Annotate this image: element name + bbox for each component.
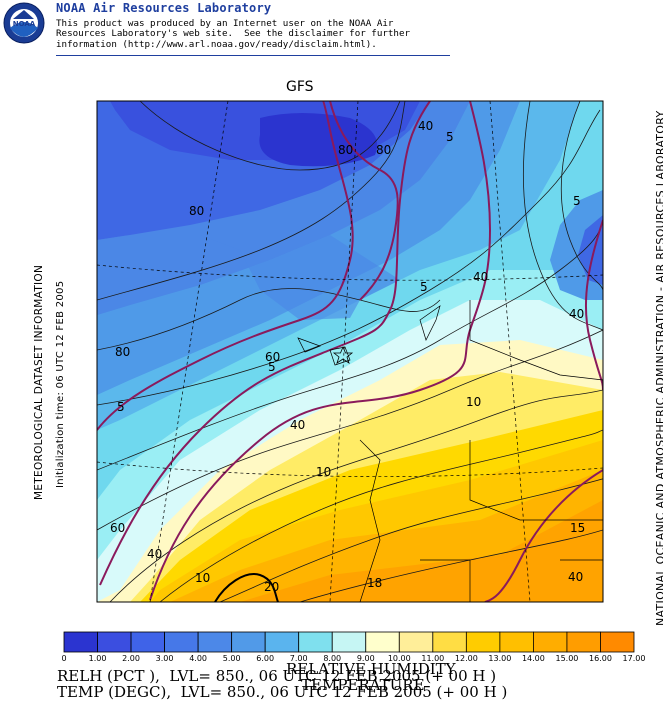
rh-label: 60 xyxy=(110,521,125,535)
colorbar xyxy=(63,631,635,653)
temp-label: 5 xyxy=(420,280,428,294)
header-rule xyxy=(56,55,450,56)
header: NOAA NOAA Air Resources Laboratory This … xyxy=(0,0,663,58)
colorbar-tick-label: 11.00 xyxy=(421,654,445,663)
fill-band-2 xyxy=(259,113,378,167)
rh-label: 40 xyxy=(147,547,162,561)
temp-label: 5 xyxy=(268,360,276,374)
temp-label: 10 xyxy=(195,571,210,585)
rh-label: 80 xyxy=(376,143,391,157)
rh-label: 80 xyxy=(189,204,204,218)
colorbar-title-line-1: RELATIVE HUMIDITY xyxy=(286,660,456,678)
map-plot-area: 80 80 80 80 60 40 40 40 40 40 60 40 5 5 … xyxy=(97,101,603,602)
colorbar-swatch xyxy=(566,631,601,653)
temp-label: 10 xyxy=(316,465,331,479)
colorbar-tick-label: 2.00 xyxy=(122,654,140,663)
rh-label: 40 xyxy=(418,119,433,133)
colorbar-swatch xyxy=(164,631,199,653)
colorbar-tick-label: 3.00 xyxy=(155,654,174,663)
colorbar-tick-label: 15.00 xyxy=(555,654,579,663)
colorbar-tick-label: 0 xyxy=(61,654,67,663)
colorbar-swatch xyxy=(600,631,635,653)
colorbar-tick-label: 4.00 xyxy=(189,654,208,663)
station-star-icon xyxy=(332,345,354,364)
colorbar-swatch xyxy=(63,631,98,653)
svg-text:NOAA: NOAA xyxy=(13,20,36,28)
colorbar-tick-label: 1.00 xyxy=(88,654,107,663)
colorbar-tick-label: 13.00 xyxy=(488,654,512,663)
colorbar-tick-label: 5.00 xyxy=(222,654,241,663)
rh-labels: 80 80 80 80 60 40 40 40 40 40 60 40 xyxy=(110,119,584,584)
rh-label: 80 xyxy=(115,345,130,359)
boundary-lines xyxy=(297,300,603,602)
colorbar-tick-label: 10.00 xyxy=(387,654,411,663)
temp-labels: 5 5 5 5 5 10 10 10 15 18 20 xyxy=(117,130,585,594)
colorbar-tick-label: 12.00 xyxy=(454,654,478,663)
disclaimer-line-1: This product was produced by an Internet… xyxy=(56,18,394,29)
colorbar-title-line-2: TEMPERATURE xyxy=(301,676,425,694)
latlon-grid xyxy=(97,101,603,602)
colorbar-swatch xyxy=(130,631,165,653)
colorbar-swatch xyxy=(465,631,501,653)
rh-label: 40 xyxy=(569,307,584,321)
colorbar-swatch xyxy=(231,631,266,653)
colorbar-swatch xyxy=(197,631,233,653)
colorbar-swatch xyxy=(398,631,434,653)
disclaimer-line-2: Resources Laboratory's web site. See the… xyxy=(56,28,411,40)
disclaimer-text: This product was produced by an Internet… xyxy=(56,18,411,50)
disclaimer-line-3: information (http://www.arl.noaa.gov/rea… xyxy=(56,38,377,50)
temp-label: 18 xyxy=(367,576,382,590)
colorbar-swatch xyxy=(499,631,534,653)
temp-label: 5 xyxy=(117,400,125,414)
rh-label: 40 xyxy=(473,270,488,284)
map-frame xyxy=(96,100,604,603)
rh-label: 80 xyxy=(338,143,353,157)
colorbar-tick-label: 16.00 xyxy=(589,654,612,663)
rh-label: 60 xyxy=(265,350,280,364)
temp-label: 15 xyxy=(570,521,585,535)
warm-contour xyxy=(214,573,279,602)
colorbar-swatch xyxy=(264,631,300,653)
temp-label: 20 xyxy=(264,580,279,594)
colorbar-swatch xyxy=(432,631,467,653)
footer: RELH (PCT ), LVL= 850., 06 UTC 12 FEB 20… xyxy=(57,668,507,700)
temp-label: 5 xyxy=(446,130,454,144)
colorbar-tick-label: 14.00 xyxy=(521,654,545,663)
header-title[interactable]: NOAA Air Resources Laboratory xyxy=(56,1,272,15)
colorbar-swatch xyxy=(365,631,400,653)
colorbar-swatch xyxy=(533,631,568,653)
temp-label: 5 xyxy=(573,194,581,208)
colorbar-tick-label: 8.00 xyxy=(323,654,342,663)
colorbar-swatch xyxy=(97,631,132,653)
colorbar-tick-label: 9.00 xyxy=(356,654,375,663)
colorbar-tick-label: 6.00 xyxy=(256,654,275,663)
colorbar-swatch xyxy=(298,631,333,653)
colorbar-swatch xyxy=(331,631,367,653)
temp-label: 10 xyxy=(466,395,481,409)
rh-label: 40 xyxy=(290,418,305,432)
colorbar-tick-label: 17.00 xyxy=(622,654,646,663)
noaa-logo[interactable]: NOAA xyxy=(3,2,45,44)
map-title: GFS xyxy=(286,79,314,95)
humidity-contours xyxy=(97,101,603,602)
fill-lobe xyxy=(97,235,400,320)
rh-label: 40 xyxy=(568,570,583,584)
footer-line-1: RELH (PCT ), LVL= 850., 06 UTC 12 FEB 20… xyxy=(57,667,497,685)
colorbar-tick-label: 7.00 xyxy=(289,654,308,663)
footer-line-2: TEMP (DEGC), LVL= 850., 06 UTC 12 FEB 20… xyxy=(57,683,508,701)
colorbar-title: RELATIVE HUMIDITY TEMPERATURE xyxy=(286,661,456,693)
